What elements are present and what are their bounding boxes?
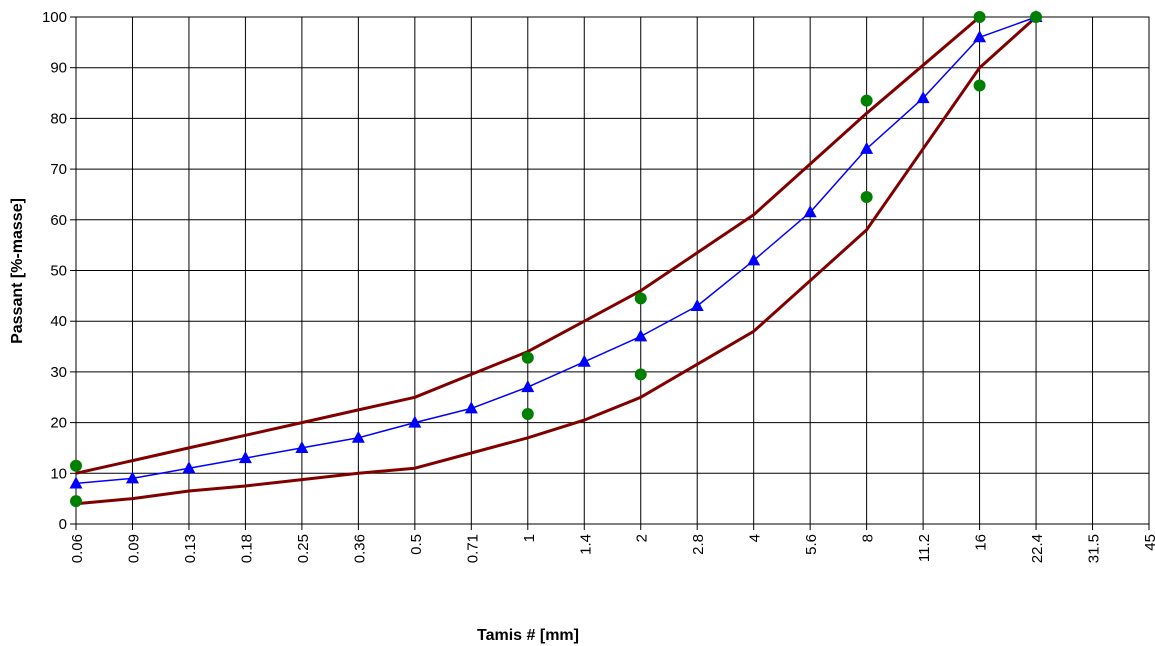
- x-tick-label: 31.5: [1086, 534, 1103, 563]
- x-tick-label: 45: [1142, 534, 1155, 551]
- y-tick-label: 60: [50, 212, 67, 229]
- x-tick-label: 0.06: [69, 534, 86, 563]
- y-tick-label: 100: [42, 9, 67, 26]
- triangle-marker: [578, 355, 591, 367]
- green-point: [1030, 11, 1042, 23]
- y-tick-label: 20: [50, 415, 67, 432]
- x-tick-label: 1: [521, 534, 538, 542]
- x-tick-label: 5.6: [803, 534, 820, 555]
- x-tick-label: 1.4: [577, 534, 594, 555]
- green-point: [861, 191, 873, 203]
- triangle-marker: [691, 299, 704, 311]
- triangle-marker: [747, 253, 760, 265]
- y-tick-label: 30: [50, 364, 67, 381]
- green-point: [522, 408, 534, 420]
- grid: [76, 17, 1149, 524]
- green-point: [70, 495, 82, 507]
- green-point: [861, 95, 873, 107]
- grading-curve-line: [76, 17, 1036, 483]
- x-axis-ticks: 0.06 0.09 0.13 0.18 0.25 0.36 0.5 0.71 1 1.4 2 2.8 4…: [69, 524, 1155, 563]
- green-point: [522, 352, 534, 364]
- x-tick-label: 22.4: [1029, 534, 1046, 563]
- x-tick-label: 0.09: [125, 534, 142, 563]
- green-point: [635, 292, 647, 304]
- y-tick-label: 10: [50, 465, 67, 482]
- y-tick-label: 80: [50, 110, 67, 127]
- y-tick-label: 50: [50, 263, 67, 280]
- green-point: [635, 368, 647, 380]
- green-point: [974, 11, 986, 23]
- x-tick-label: 4: [747, 534, 764, 542]
- y-tick-label: 0: [59, 516, 67, 533]
- y-axis-ticks: 0 10 20 30 40 50 60 70 80 90 100: [42, 9, 76, 533]
- x-tick-label: 16: [973, 534, 990, 551]
- y-tick-label: 70: [50, 161, 67, 178]
- green-point: [974, 79, 986, 91]
- green-point: [70, 460, 82, 472]
- x-tick-label: 0.5: [408, 534, 425, 555]
- y-axis-label: Passant [%-masse]: [9, 198, 26, 344]
- x-axis-label: Tamis # [mm]: [477, 627, 579, 644]
- x-tick-label: 2.8: [690, 534, 707, 555]
- x-tick-label: 0.18: [238, 534, 255, 563]
- x-tick-label: 0.71: [464, 534, 481, 563]
- x-tick-label: 2: [634, 534, 651, 542]
- triangle-marker: [860, 142, 873, 154]
- y-tick-label: 90: [50, 60, 67, 77]
- series-group: [70, 10, 1043, 507]
- triangle-marker: [634, 329, 647, 341]
- triangle-marker: [521, 380, 534, 392]
- x-tick-label: 0.36: [351, 534, 368, 563]
- x-tick-label: 8: [860, 534, 877, 542]
- x-tick-label: 0.25: [295, 534, 312, 563]
- x-tick-label: 0.13: [182, 534, 199, 563]
- y-tick-label: 40: [50, 313, 67, 330]
- x-tick-label: 11.2: [916, 534, 933, 562]
